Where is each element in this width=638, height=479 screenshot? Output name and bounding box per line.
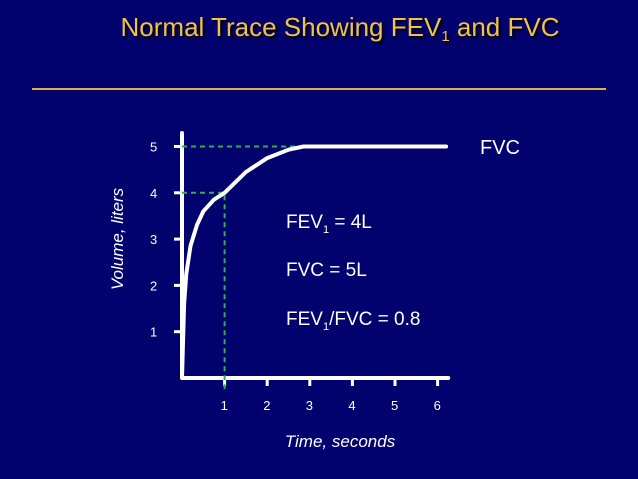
- title-suffix: and FVC: [449, 12, 560, 42]
- annotation-3: FEV1/FVC = 0.8: [286, 309, 420, 333]
- x-tick-label-4: 4: [348, 398, 355, 413]
- y-tick-label-5: 5: [150, 140, 157, 155]
- x-tick-label-5: 5: [391, 398, 398, 413]
- title-prefix: Normal Trace Showing FEV: [120, 12, 442, 42]
- x-tick-label-3: 3: [306, 398, 313, 413]
- fvc-curve: [180, 144, 449, 380]
- y-tick-label-2: 2: [150, 278, 157, 293]
- title-subscript: 1: [441, 28, 450, 45]
- x-axis-label: Time, seconds: [285, 432, 396, 451]
- y-tick-label-3: 3: [150, 232, 157, 247]
- y-tick-label-4: 4: [150, 186, 157, 201]
- y-tick-label-1: 1: [150, 325, 157, 340]
- axes: [180, 131, 451, 380]
- slide-title: Normal Trace Showing FEV1 and FVC: [90, 10, 590, 54]
- title-underline: [32, 88, 606, 90]
- x-tick-label-1: 1: [221, 398, 228, 413]
- y-axis-label: Volume, liters: [108, 187, 127, 290]
- annotation-2: FVC = 5L: [286, 260, 367, 281]
- series-label-fvc: FVC: [480, 137, 520, 159]
- x-tick-label-6: 6: [434, 398, 441, 413]
- guide-fev1: [182, 191, 226, 392]
- annotation-1: FEV1 = 4L: [286, 212, 372, 236]
- x-tick-label-2: 2: [263, 398, 270, 413]
